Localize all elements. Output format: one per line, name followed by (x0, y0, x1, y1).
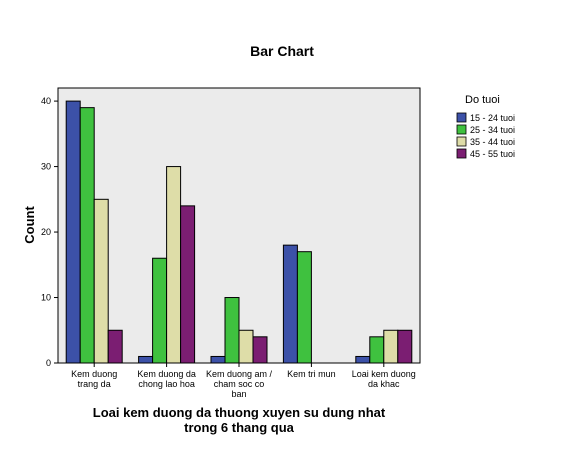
bar-4-2 (180, 205, 196, 364)
x-tick-label: Loai kem duong (352, 369, 416, 379)
x-tick-label: Kem duong da (137, 369, 196, 379)
x-tick-label: Kem tri mun (287, 369, 336, 379)
y-tick-label: 30 (41, 162, 51, 172)
x-tick-label: ban (231, 389, 246, 399)
bar-3-1 (93, 198, 109, 364)
legend-swatch-3 (456, 136, 467, 147)
y-tick-label: 10 (41, 293, 51, 303)
y-tick-label: 20 (41, 227, 51, 237)
legend-swatch-2 (456, 124, 467, 135)
bar-4-3 (252, 336, 268, 364)
bar-2-3 (224, 297, 240, 364)
bar-1-2 (138, 355, 154, 364)
bar-2-2 (152, 257, 168, 364)
y-tick-label: 0 (46, 358, 51, 368)
bar-2-1 (79, 107, 95, 364)
x-tick-label: da khac (368, 379, 400, 389)
bar-3-2 (166, 166, 182, 364)
legend-title: Do tuoi (465, 94, 500, 106)
legend-label-1: 15 - 24 tuoi (470, 113, 515, 123)
x-tick-label: Kem duong (71, 369, 117, 379)
x-axis-title-line: Loai kem duong da thuong xuyen su dung n… (93, 405, 386, 420)
y-axis-title: Count (22, 206, 37, 244)
x-axis-title-line: trong 6 thang qua (184, 420, 295, 435)
legend-label-2: 25 - 34 tuoi (470, 125, 515, 135)
bar-3-3 (238, 329, 254, 364)
legend-label-4: 45 - 55 tuoi (470, 149, 515, 159)
chart-title: Bar Chart (250, 43, 314, 59)
bar-1-5 (355, 355, 371, 364)
bars-layer (65, 100, 413, 364)
legend: Do tuoi 15 - 24 tuoi 25 - 34 tuoi 35 - 44 t… (456, 94, 515, 159)
bar-3-5 (383, 329, 399, 364)
x-tick-label: cham soc co (214, 379, 265, 389)
bar-4-5 (397, 329, 413, 364)
bar-4-1 (107, 329, 123, 364)
bar-2-4 (296, 251, 312, 364)
legend-swatch-4 (456, 148, 467, 159)
x-tick-label: chong lao hoa (138, 379, 195, 389)
x-axis-title: Loai kem duong da thuong xuyen su dung n… (93, 405, 386, 435)
bar-1-4 (282, 244, 298, 364)
x-tick-label: trang da (78, 379, 111, 389)
x-tick-label: Kem duong am / (206, 369, 273, 379)
y-tick-label: 40 (41, 96, 51, 106)
bar-2-5 (369, 336, 385, 364)
legend-label-3: 35 - 44 tuoi (470, 137, 515, 147)
bar-1-1 (65, 100, 81, 364)
legend-swatch-1 (456, 112, 467, 123)
bar-1-3 (210, 355, 226, 364)
